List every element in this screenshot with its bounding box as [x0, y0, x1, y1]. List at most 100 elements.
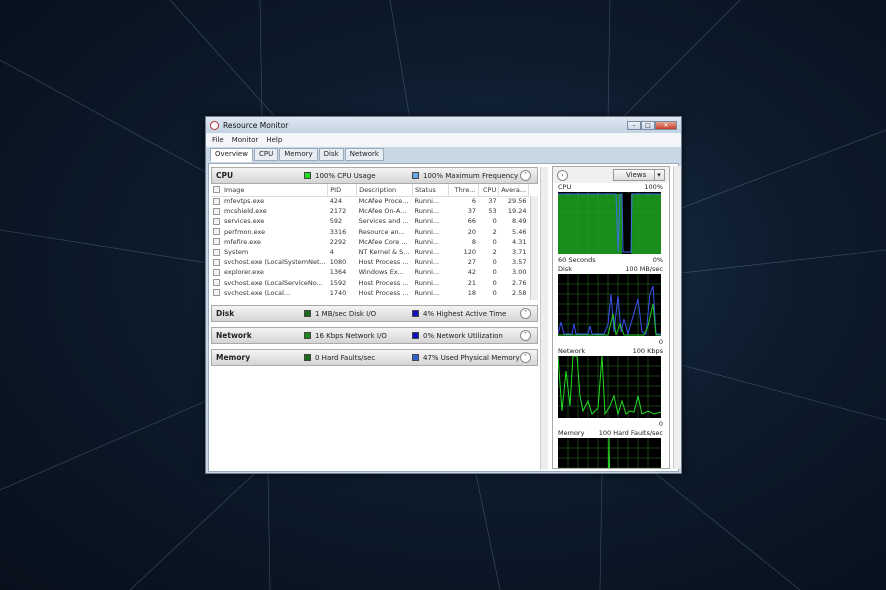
- cpu-section-header[interactable]: CPU 100% CPU Usage 100% Maximum Frequenc…: [211, 167, 538, 184]
- cell: 2.58: [512, 288, 527, 297]
- table-scrollbar[interactable]: [530, 196, 538, 300]
- row-checkbox[interactable]: [213, 258, 220, 266]
- cell: NT Kernel & S...: [358, 248, 410, 257]
- cell: 0: [492, 288, 497, 297]
- cell: 0: [492, 217, 497, 226]
- cell: 2172: [329, 207, 347, 216]
- cell: Windows Ex...: [358, 268, 404, 277]
- table-row[interactable]: mcshield.exe 2172 McAfee On-A... Runni... 37…: [211, 206, 529, 216]
- cell: Runni...: [414, 278, 440, 287]
- table-row[interactable]: services.exe 592 Services and ... Runni... 6…: [211, 216, 529, 226]
- column-header[interactable]: PID: [327, 184, 358, 197]
- network-io-line: [557, 355, 662, 416]
- cell: 2: [492, 227, 497, 236]
- expand-chevron-icon[interactable]: ˅: [520, 308, 531, 319]
- cpu-graph: [558, 192, 661, 254]
- cell: 592: [329, 217, 343, 226]
- table-row[interactable]: System 4 NT Kernel & S... Runni... 120 2 3.71: [211, 247, 529, 257]
- row-checkbox[interactable]: [213, 289, 220, 297]
- row-checkbox[interactable]: [213, 207, 220, 215]
- column-header[interactable]: Status: [412, 184, 450, 197]
- overview-content: CPU 100% CPU Usage 100% Maximum Frequenc…: [208, 163, 681, 472]
- memory-section-header[interactable]: Memory 0 Hard Faults/sec 47% Used Physic…: [211, 349, 538, 366]
- column-header[interactable]: Avera...: [498, 184, 529, 197]
- cell: svchost.exe (LocalSystemNet...: [224, 258, 326, 267]
- cell: 424: [329, 197, 343, 206]
- table-row[interactable]: svchost.exe (LocalServiceNo... 1592 Host P…: [211, 278, 529, 288]
- row-checkbox[interactable]: [213, 279, 220, 287]
- disk-graph-label: Disk: [558, 265, 572, 273]
- tab-network[interactable]: Network: [344, 148, 384, 161]
- table-row[interactable]: perfmon.exe 3316 Resource an... Runni... 20 2…: [211, 227, 529, 237]
- memory-metric1-swatch: [304, 354, 311, 361]
- expand-arrow-icon[interactable]: ›: [557, 169, 568, 181]
- collapse-chevron-icon[interactable]: ˄: [520, 170, 531, 181]
- expand-chevron-icon[interactable]: ˅: [520, 330, 531, 341]
- row-checkbox[interactable]: [213, 238, 220, 246]
- network-graph-max: 100 Kbps: [632, 347, 663, 355]
- tab-memory[interactable]: Memory: [279, 148, 318, 161]
- cell: Services and ...: [358, 217, 409, 226]
- cell: 0: [492, 258, 497, 267]
- cell: Runni...: [414, 217, 440, 226]
- select-all-checkbox[interactable]: [213, 186, 220, 194]
- cell: 2.76: [512, 278, 527, 287]
- cell: 27: [467, 258, 477, 267]
- disk-graph: [557, 274, 661, 336]
- network-metric2: 0% Network Utilization: [423, 331, 503, 340]
- cell: 6: [471, 197, 477, 206]
- tab-disk[interactable]: Disk: [318, 148, 344, 161]
- tab-bar: Overview CPU Memory Disk Network: [210, 148, 384, 162]
- cell: Host Process ...: [358, 278, 409, 287]
- row-checkbox[interactable]: [213, 228, 220, 236]
- cpu-metric2-swatch: [412, 172, 419, 179]
- column-header[interactable]: Description: [356, 184, 413, 197]
- network-metric1-swatch: [304, 332, 311, 339]
- cell: svchost.exe (LocalServiceNo...: [224, 278, 323, 287]
- cell: 2292: [329, 237, 347, 246]
- network-section-header[interactable]: Network 16 Kbps Network I/O 0% Network U…: [211, 327, 538, 344]
- network-graph-label: Network: [558, 347, 586, 355]
- menu-monitor[interactable]: Monitor: [231, 136, 259, 144]
- table-row[interactable]: svchost.exe (LocalSystemNet... 1080 Host P…: [211, 257, 529, 267]
- tab-cpu[interactable]: CPU: [253, 148, 279, 161]
- right-scrollbar[interactable]: [673, 166, 681, 469]
- cpu-metric1: 100% CPU Usage: [315, 171, 376, 180]
- row-checkbox[interactable]: [213, 197, 220, 205]
- menu-help[interactable]: Help: [266, 136, 283, 144]
- cell: 0: [492, 278, 497, 287]
- left-scrollbar[interactable]: [540, 167, 548, 470]
- memory-graph-label: Memory: [558, 429, 585, 437]
- close-button[interactable]: ✕: [655, 120, 677, 130]
- expand-chevron-icon[interactable]: ˅: [520, 352, 531, 363]
- views-dropdown[interactable]: Views: [613, 169, 665, 181]
- menu-file[interactable]: File: [212, 136, 224, 144]
- cell: 37: [467, 207, 477, 216]
- row-checkbox[interactable]: [213, 248, 220, 256]
- maximize-button[interactable]: □: [641, 120, 655, 130]
- cell: 0: [492, 237, 497, 246]
- cell: 2: [492, 248, 497, 257]
- minimize-button[interactable]: –: [627, 120, 641, 130]
- table-row[interactable]: svchost.exe (Local... 1740 Host Process ..…: [211, 288, 529, 298]
- table-row[interactable]: mfevtps.exe 424 McAfee Proce... Runni... 6 37…: [211, 196, 529, 206]
- disk-section-header[interactable]: Disk 1 MB/sec Disk I/O 4% Highest Active…: [211, 305, 538, 322]
- cell: 18: [467, 288, 477, 297]
- cpu-graph-time: 60 Seconds: [558, 256, 596, 264]
- network-metric1: 16 Kbps Network I/O: [315, 331, 387, 340]
- table-row[interactable]: explorer.exe 1364 Windows Ex... Runni... 42 0…: [211, 267, 529, 277]
- cpu-graph-label: CPU: [558, 183, 572, 191]
- cell: Runni...: [414, 258, 440, 267]
- column-header[interactable]: Thre...: [448, 184, 479, 197]
- disk-metric1-swatch: [304, 310, 311, 317]
- row-checkbox[interactable]: [213, 217, 220, 225]
- cell: 5.46: [512, 227, 527, 236]
- row-checkbox[interactable]: [213, 268, 220, 276]
- column-header[interactable]: Image: [211, 184, 329, 197]
- column-header[interactable]: CPU: [478, 184, 500, 197]
- tab-overview[interactable]: Overview: [210, 148, 253, 162]
- cpu-metric2: 100% Maximum Frequency: [423, 171, 519, 180]
- table-row[interactable]: mfefire.exe 2292 McAfee Core ... Runni... 8 0…: [211, 237, 529, 247]
- cell: 29.56: [507, 197, 527, 206]
- cell: services.exe: [224, 217, 265, 226]
